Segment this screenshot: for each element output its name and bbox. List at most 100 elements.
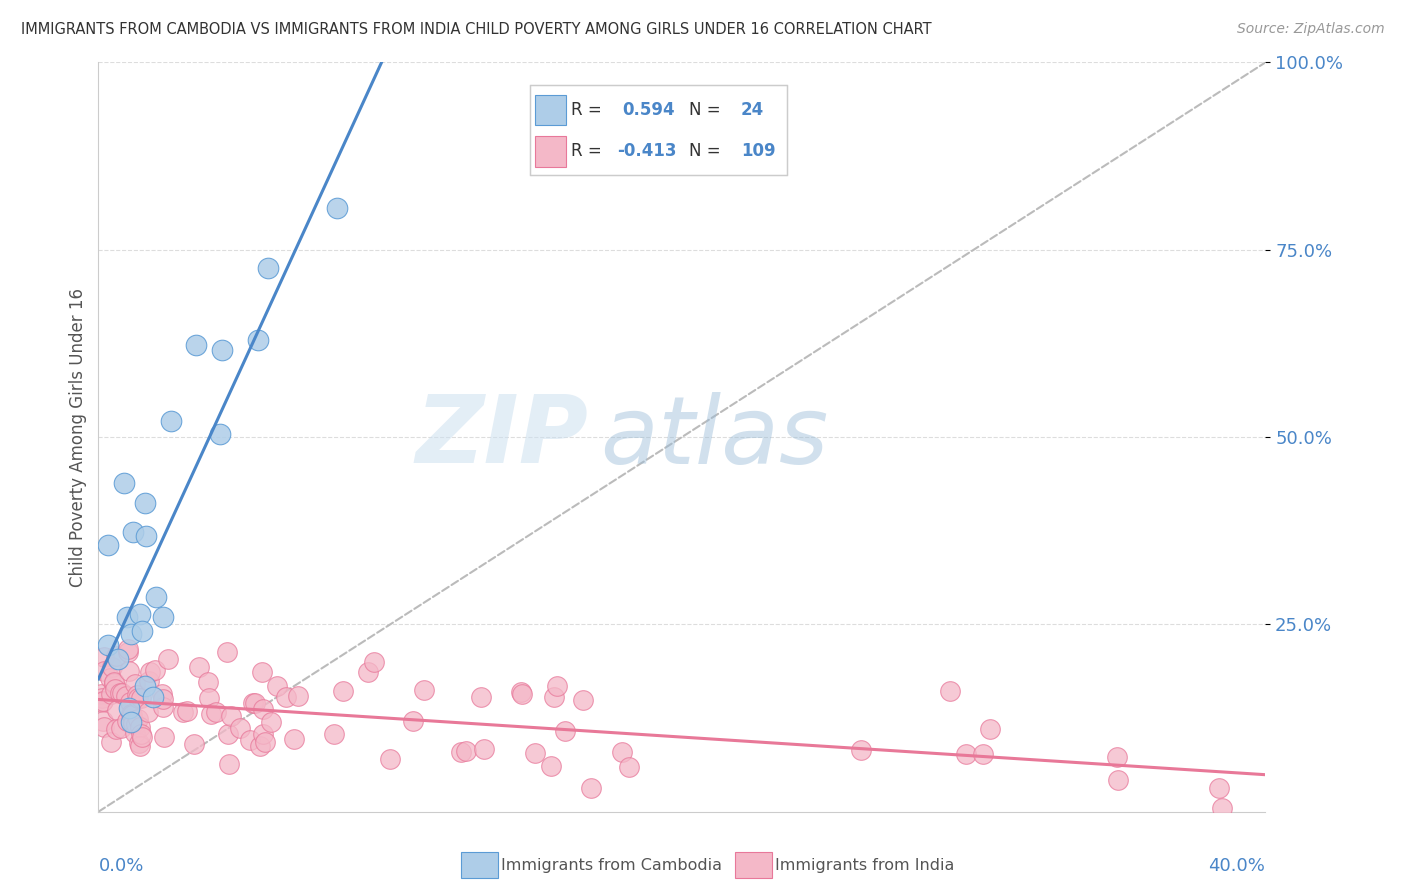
Point [211,343,233,357]
Point [1107,772,1129,787]
Point [198,691,221,706]
Point [107,652,129,666]
Point [972,747,994,761]
Point [124,677,146,691]
Point [378,752,401,766]
Point [131,731,153,745]
Point [118,664,141,678]
Point [229,721,252,735]
Text: ZIP: ZIP [416,391,589,483]
Point [98,671,121,685]
Point [239,733,262,747]
Point [108,685,131,699]
Point [470,690,492,704]
Point [218,757,240,772]
Point [97,638,120,652]
Point [287,689,309,703]
Point [110,721,132,735]
Point [104,649,127,664]
Point [1208,781,1230,796]
Point [111,686,134,700]
Point [122,716,145,731]
Point [127,712,149,726]
Point [129,727,152,741]
Text: IMMIGRANTS FROM CAMBODIA VS IMMIGRANTS FROM INDIA CHILD POVERTY AMONG GIRLS UNDE: IMMIGRANTS FROM CAMBODIA VS IMMIGRANTS F… [21,22,932,37]
Text: Immigrants from India: Immigrants from India [775,858,955,872]
Point [208,426,231,441]
Point [217,727,239,741]
Point [117,610,139,624]
Point [197,675,219,690]
Point [540,759,562,773]
Point [546,679,568,693]
Point [254,735,277,749]
Point [90,691,112,706]
Point [103,675,125,690]
Point [134,679,156,693]
Point [120,714,142,729]
Point [121,524,143,539]
Point [145,663,167,677]
Point [1105,750,1128,764]
Point [115,689,138,703]
Point [152,692,174,706]
Point [619,760,641,774]
Point [91,714,114,728]
Point [456,744,478,758]
Point [100,735,122,749]
Text: 40.0%: 40.0% [1209,856,1265,875]
Text: 0.0%: 0.0% [98,856,143,875]
Point [581,780,603,795]
Point [93,720,115,734]
Point [93,649,115,664]
Point [152,610,174,624]
Text: Immigrants from Cambodia: Immigrants from Cambodia [501,858,721,872]
Point [105,703,128,717]
Point [129,720,152,734]
Y-axis label: Child Poverty Among Girls Under 16: Child Poverty Among Girls Under 16 [69,287,87,587]
Point [204,705,226,719]
Point [247,334,270,348]
Point [93,664,115,678]
Point [250,665,273,680]
Point [221,709,243,723]
Point [131,624,153,639]
Point [249,739,271,754]
Point [153,730,176,744]
Point [117,641,139,656]
Point [150,687,173,701]
Point [849,743,872,757]
Point [91,694,114,708]
Point [274,690,297,704]
Point [156,651,179,665]
Point [510,687,533,701]
Point [90,688,112,702]
Point [1211,801,1233,815]
Point [115,714,138,729]
Point [472,742,495,756]
Point [104,681,127,696]
Point [120,695,142,709]
Point [188,660,211,674]
Point [117,645,139,659]
Point [332,684,354,698]
Point [523,746,546,760]
Point [114,476,136,491]
Point [120,707,142,722]
Point [200,706,222,721]
Point [138,665,160,679]
Point [554,723,576,738]
Point [183,737,205,751]
Point [121,708,143,723]
Point [266,679,288,693]
Text: Source: ZipAtlas.com: Source: ZipAtlas.com [1237,22,1385,37]
Point [955,747,977,761]
Point [118,701,141,715]
Point [124,725,146,739]
Point [252,702,274,716]
Text: atlas: atlas [600,392,828,483]
Point [245,696,267,710]
Point [129,691,152,706]
Point [125,717,148,731]
Point [120,627,142,641]
